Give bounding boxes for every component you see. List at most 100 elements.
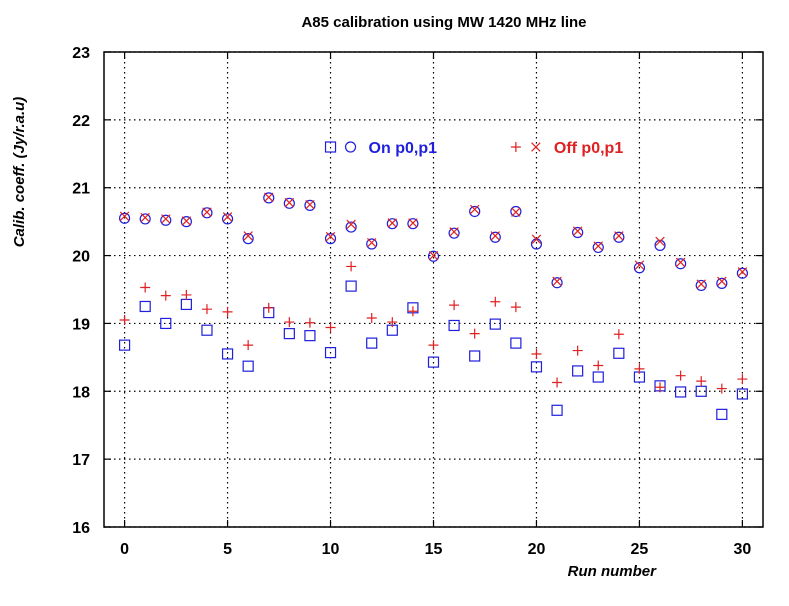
y-tick-label: 21 <box>72 181 90 198</box>
point-on-p0 <box>283 328 295 340</box>
point-on-p1 <box>263 192 275 204</box>
point-on-p0 <box>489 318 501 330</box>
point-on-p0 <box>180 298 192 311</box>
point-on-p1 <box>386 218 398 230</box>
point-off-p0 <box>572 345 583 356</box>
point-on-p0 <box>366 337 378 349</box>
point-on-p1 <box>160 214 172 226</box>
point-off-p0 <box>222 306 233 317</box>
point-on-p1 <box>427 250 440 262</box>
point-on-p0 <box>530 361 543 373</box>
point-off-p1 <box>387 218 398 228</box>
point-on-p1 <box>592 241 604 254</box>
point-off-p1 <box>428 250 439 261</box>
chart-title: A85 calibration using MW 1420 MHz line <box>301 14 586 31</box>
point-off-p0 <box>201 304 212 315</box>
point-off-p1 <box>140 212 150 223</box>
point-off-p1 <box>572 226 583 236</box>
point-on-p1 <box>736 267 749 279</box>
grid-lines <box>104 51 763 528</box>
legend-marker-cross <box>531 142 541 152</box>
point-on-p1 <box>716 277 728 289</box>
point-off-p1 <box>325 231 336 242</box>
y-tick-label: 23 <box>72 45 90 62</box>
x-tick-label: 25 <box>631 541 649 558</box>
point-on-p1 <box>304 199 316 211</box>
point-on-p1 <box>324 233 337 245</box>
point-off-p1 <box>366 237 377 248</box>
point-on-p0 <box>201 324 213 336</box>
y-axis-label: Calib. coeff. (Jy/r.a.u) <box>11 97 28 248</box>
point-off-p1 <box>614 231 624 241</box>
point-on-p0 <box>160 317 172 330</box>
point-off-p0 <box>304 317 315 328</box>
point-off-p1 <box>655 236 665 247</box>
point-on-p0 <box>572 365 584 377</box>
point-off-p0 <box>449 300 460 311</box>
point-on-p1 <box>242 233 254 245</box>
y-tick-label: 22 <box>72 113 90 130</box>
point-off-p0 <box>469 328 480 339</box>
point-off-p0 <box>531 348 542 359</box>
point-off-p1 <box>305 199 315 210</box>
legend-marker-circle <box>344 141 357 153</box>
point-off-p0 <box>263 302 274 313</box>
point-on-p0 <box>551 404 563 416</box>
point-on-p1 <box>633 262 646 274</box>
data-points <box>118 192 749 420</box>
point-off-p0 <box>593 360 604 371</box>
legend-label: Off p0,p1 <box>554 140 623 157</box>
point-on-p0 <box>613 347 625 359</box>
point-on-p1 <box>572 226 584 239</box>
point-on-p1 <box>469 205 481 218</box>
plot-frame <box>103 51 764 528</box>
x-tick-label: 0 <box>120 541 129 558</box>
y-tick-label: 19 <box>72 316 90 333</box>
point-on-p0 <box>736 388 749 400</box>
point-on-p0 <box>304 330 316 342</box>
point-off-p0 <box>737 374 748 385</box>
legend-marker-square <box>324 141 337 153</box>
point-off-p1 <box>511 207 521 217</box>
y-tick-label: 16 <box>72 520 90 537</box>
point-on-p1 <box>613 231 625 243</box>
point-off-p1 <box>593 241 603 251</box>
point-on-p1 <box>118 212 131 224</box>
point-off-p0 <box>675 370 686 381</box>
point-off-p1 <box>243 231 253 241</box>
point-off-p0 <box>552 377 563 388</box>
point-off-p0 <box>366 313 377 323</box>
point-on-p1 <box>675 258 687 270</box>
point-on-p0 <box>716 408 728 420</box>
point-off-p1 <box>675 257 686 268</box>
x-axis-label: Run number <box>568 563 657 580</box>
point-off-p1 <box>634 260 645 270</box>
point-off-p0 <box>655 382 666 393</box>
point-off-p0 <box>284 317 295 328</box>
legend: On p0,p1 Off p0,p1 <box>324 140 623 157</box>
point-on-p1 <box>180 216 192 228</box>
point-on-p1 <box>221 213 234 225</box>
point-on-p0 <box>427 356 440 368</box>
point-off-p1 <box>449 227 459 237</box>
point-on-p1 <box>283 197 295 209</box>
point-on-p1 <box>510 205 522 218</box>
point-off-p0 <box>346 261 357 272</box>
point-off-p1 <box>181 216 192 226</box>
point-on-p0 <box>139 300 151 313</box>
point-on-p1 <box>201 207 213 219</box>
x-tick-label: 10 <box>322 541 340 558</box>
point-on-p1 <box>448 227 460 239</box>
point-off-p0 <box>490 296 501 307</box>
point-off-p0 <box>325 322 336 333</box>
point-off-p1 <box>717 276 727 287</box>
point-on-p0 <box>345 280 357 292</box>
axis-ticks: 0 5 10 15 20 25 30 16 17 18 19 20 21 22 23 <box>72 45 763 558</box>
point-on-p0 <box>695 385 707 397</box>
point-on-p1 <box>551 277 563 289</box>
y-tick-label: 18 <box>72 384 90 401</box>
point-off-p0 <box>510 302 521 313</box>
point-off-p1 <box>552 276 562 287</box>
point-off-p0 <box>160 290 171 301</box>
x-tick-label: 20 <box>528 541 546 558</box>
